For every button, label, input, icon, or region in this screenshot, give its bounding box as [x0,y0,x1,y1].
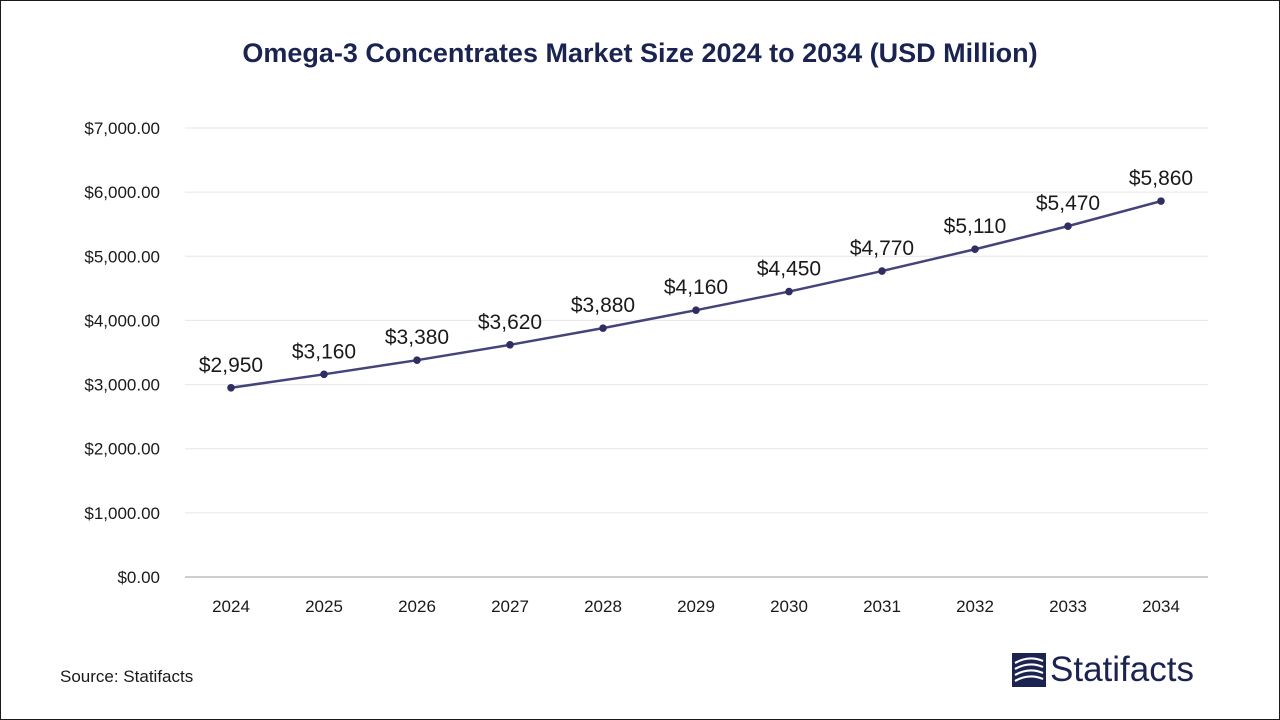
data-point [599,324,607,332]
data-markers [227,197,1165,392]
y-tick-label: $1,000.00 [84,504,160,523]
y-tick-label: $4,000.00 [84,311,160,330]
x-axis-tick-labels: 2024 2025 2026 2027 2028 2029 2030 2031 2032 2033… [212,597,1180,616]
data-point [1064,222,1072,230]
data-label: $3,380 [385,326,449,349]
y-tick-label: $2,000.00 [84,440,160,459]
y-axis-tick-labels: $0.00 $1,000.00 $2,000.00 $3,000.00 $4,000.0… [84,119,160,587]
data-point [227,383,235,392]
data-point [1157,197,1165,205]
data-label: $5,110 [944,215,1007,238]
x-tick-label: 2025 [305,597,343,616]
x-tick-label: 2024 [212,597,250,616]
data-label: $4,450 [757,258,821,281]
y-tick-label: $3,000.00 [84,376,160,395]
x-tick-label: 2031 [863,597,901,616]
chart-title: Omega-3 Concentrates Market Size 2024 to… [242,38,1038,68]
data-point [971,245,979,254]
data-point [413,356,421,364]
x-tick-label: 2032 [956,597,994,616]
data-label: $3,880 [571,294,635,317]
brand-logo: Statifacts [1012,650,1194,690]
data-label: $4,160 [664,276,728,299]
data-label: $3,160 [292,340,356,363]
data-point [878,267,886,275]
brand-name: Statifacts [1050,650,1194,689]
data-label: $5,470 [1036,192,1100,215]
y-tick-label: $6,000.00 [84,183,160,202]
data-labels: $2,950 $3,160 $3,380 $3,620 $3,880 $4,160 $4,4… [199,167,1193,377]
y-tick-label: $0.00 [117,568,160,587]
x-tick-label: 2026 [398,597,436,616]
x-tick-label: 2027 [491,597,529,616]
statifacts-logo-icon [1012,653,1046,687]
x-tick-label: 2033 [1049,597,1087,616]
data-point [506,341,514,349]
data-label: $3,620 [478,311,542,334]
y-tick-label: $5,000.00 [84,247,160,266]
x-tick-label: 2030 [770,597,808,616]
data-point [692,306,700,314]
x-tick-label: 2028 [584,597,622,616]
source-note: Source: Statifacts [60,667,194,686]
data-point [320,370,328,379]
x-tick-label: 2034 [1142,597,1180,616]
x-tick-label: 2029 [677,597,715,616]
data-point [785,287,793,296]
data-label: $4,770 [850,237,914,260]
gridlines [185,127,1208,514]
y-tick-label: $7,000.00 [84,119,160,138]
data-label: $2,950 [199,354,263,377]
data-label: $5,860 [1129,167,1193,190]
